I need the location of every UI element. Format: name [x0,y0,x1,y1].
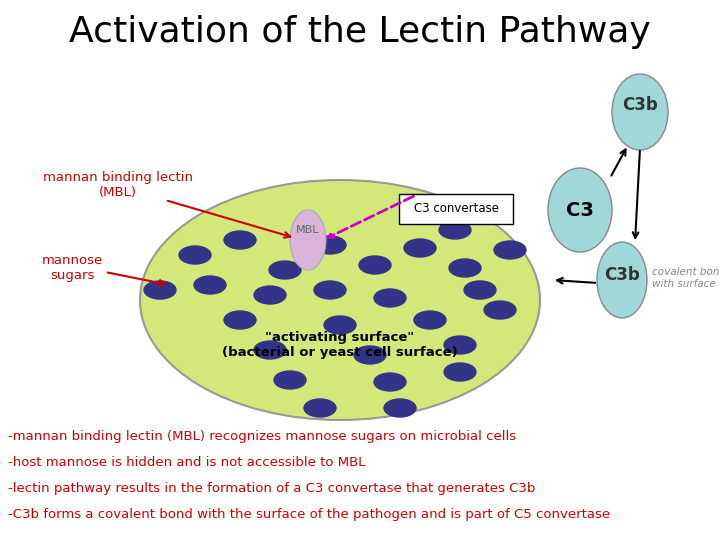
Ellipse shape [597,242,647,318]
Ellipse shape [464,281,496,299]
Ellipse shape [254,341,286,359]
Ellipse shape [274,371,306,389]
Ellipse shape [304,399,336,417]
Ellipse shape [140,180,540,420]
Ellipse shape [224,231,256,249]
Ellipse shape [548,168,612,252]
Text: mannose
sugars: mannose sugars [41,254,103,282]
Ellipse shape [484,301,516,319]
Text: MBL: MBL [296,225,320,235]
Ellipse shape [444,363,476,381]
Ellipse shape [179,246,211,264]
Ellipse shape [374,289,406,307]
Ellipse shape [439,221,471,239]
Text: -host mannose is hidden and is not accessible to MBL: -host mannose is hidden and is not acces… [8,456,366,469]
Ellipse shape [444,336,476,354]
Ellipse shape [404,239,436,257]
Text: "activating surface"
(bacterial or yeast cell surface): "activating surface" (bacterial or yeast… [222,331,458,359]
Text: -mannan binding lectin (MBL) recognizes mannose sugars on microbial cells: -mannan binding lectin (MBL) recognizes … [8,430,516,443]
Ellipse shape [194,276,226,294]
Ellipse shape [414,311,446,329]
FancyBboxPatch shape [399,194,513,224]
Ellipse shape [144,281,176,299]
Text: -C3b forms a covalent bond with the surface of the pathogen and is part of C5 co: -C3b forms a covalent bond with the surf… [8,508,610,521]
Ellipse shape [290,210,326,270]
Text: covalent bond
with surface: covalent bond with surface [652,267,720,289]
Ellipse shape [314,236,346,254]
Ellipse shape [269,261,301,279]
Ellipse shape [324,316,356,334]
Text: Activation of the Lectin Pathway: Activation of the Lectin Pathway [69,15,651,49]
Ellipse shape [612,74,668,150]
Ellipse shape [354,346,386,364]
Ellipse shape [359,256,391,274]
Ellipse shape [494,241,526,259]
Text: -lectin pathway results in the formation of a C3 convertase that generates C3b: -lectin pathway results in the formation… [8,482,536,495]
Ellipse shape [254,286,286,304]
Text: C3b: C3b [604,266,640,284]
Ellipse shape [384,399,416,417]
Ellipse shape [449,259,481,277]
Text: C3 convertase: C3 convertase [413,202,498,215]
Text: C3b: C3b [622,96,658,114]
Ellipse shape [224,311,256,329]
Text: C3: C3 [566,200,594,219]
Ellipse shape [314,281,346,299]
Ellipse shape [374,373,406,391]
Text: mannan binding lectin
(MBL): mannan binding lectin (MBL) [43,171,193,199]
